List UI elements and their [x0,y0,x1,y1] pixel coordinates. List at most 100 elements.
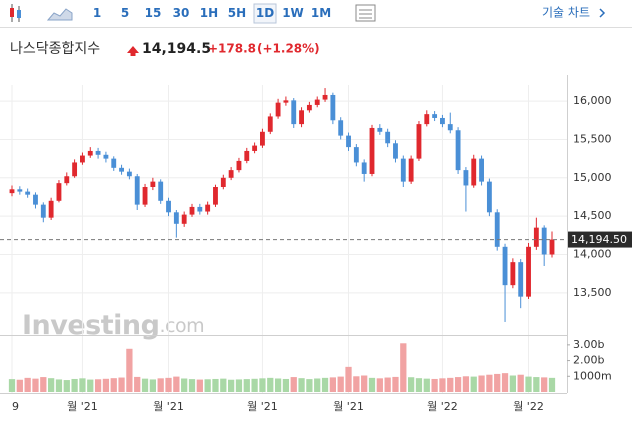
volume-bar [282,378,290,392]
candle-body [353,147,359,163]
volume-bar [157,378,164,392]
volume-bar [321,377,329,392]
volume-bar [415,378,423,392]
volume-bar [220,378,227,392]
last-price-box [568,231,632,248]
volume-bar [48,378,55,392]
x-tick-label: 월 '21 [153,400,184,413]
y-tick-label: 14,000 [573,247,612,260]
candle-body [40,204,46,218]
table-icon[interactable] [355,4,376,22]
interval-button[interactable]: 5 [121,6,129,20]
interval-button[interactable]: 1H [200,6,218,20]
volume-bar [337,376,344,392]
volume-bar [314,378,321,392]
volume-bar [165,377,172,392]
volume-bar [345,366,352,392]
candle-body [322,94,328,100]
candle-body [80,155,85,163]
volume-tick-label: 1000m [573,369,612,382]
interval-button[interactable]: 1 [93,6,101,20]
candle-body [134,176,140,205]
volume-bar [447,377,454,392]
interval-button[interactable]: 30 [173,6,190,20]
volume-bar [173,376,180,392]
volume-bar [134,376,141,392]
volume-bar [525,376,532,392]
candle-body [228,170,234,178]
volume-bar [32,378,39,392]
interval-button[interactable]: 15 [145,6,162,20]
volume-bar [87,379,94,392]
candle-body [494,212,500,247]
candle-body [463,170,469,186]
volume-bar [439,378,446,392]
volume-bar [228,379,235,392]
volume-bar [71,378,78,392]
volume-bar [251,378,258,392]
y-tick-label: 16,000 [573,94,612,107]
last-price-label: 14,194.50 [571,233,627,246]
volume-bar [376,378,383,392]
x-tick-label: 월 '21 [247,400,278,413]
candle-body [283,100,289,103]
candle-body [432,114,438,118]
y-tick-label: 14,500 [573,209,612,222]
volume-bar [462,376,470,392]
volume-bar [392,376,399,392]
interval-button[interactable]: 1D [256,6,274,20]
volume-bar [431,378,438,392]
volume-tick-label: 3.00b [573,338,604,351]
volume-bar [196,379,203,392]
price-change: +178.8 [208,42,256,56]
candle-body [9,189,15,194]
interval-button[interactable]: 1M [311,6,331,20]
volume-bar [149,379,156,392]
candle-body [424,114,430,125]
candle-body [416,124,422,159]
candle-body [189,206,195,215]
volume-bar [329,377,336,392]
candle-body [142,186,148,205]
candle-body [56,183,62,201]
x-tick-label: 월 '22 [427,400,458,413]
volume-bar [306,379,313,392]
candle-body [338,120,344,136]
menu-label[interactable]: 기술 차트 [542,6,590,20]
candle-body [526,246,531,297]
volume-bar [16,379,23,392]
candle-body [158,181,164,201]
volume-bar [290,377,297,392]
plot: Investing.com13,50014,00014,50015,00015,… [0,75,632,413]
volume-bar [470,376,477,392]
candle-body [440,117,445,125]
candle-body [455,130,461,171]
volume-bar [509,375,516,392]
volume-bar [423,378,430,392]
volume-bar [400,343,407,392]
candle-body [377,127,383,132]
candle-body [220,177,226,187]
x-tick-label: 월 '21 [333,400,364,413]
candle-body [518,262,524,297]
candle-icon[interactable] [10,4,21,22]
y-tick-label: 15,500 [573,132,612,145]
x-tick-label: 월 '21 [67,400,98,413]
last-price: 14,194.5 [142,41,211,57]
price-change-percent: (+1.28%) [257,42,320,56]
candle-body [119,167,124,172]
volume-bar [533,377,540,392]
candle-body [408,158,414,182]
volume-bar [79,378,86,392]
interval-button[interactable]: 1W [282,6,304,20]
candle-body [275,102,281,117]
volume-bar [274,378,282,392]
candle-body [111,158,117,168]
volume-bar [181,378,188,392]
area-icon[interactable] [46,8,73,21]
candle-body [64,176,70,184]
candle-body [306,104,312,111]
volume-bar [478,375,485,392]
candle-body [541,227,547,255]
interval-button[interactable]: 5H [228,6,246,20]
